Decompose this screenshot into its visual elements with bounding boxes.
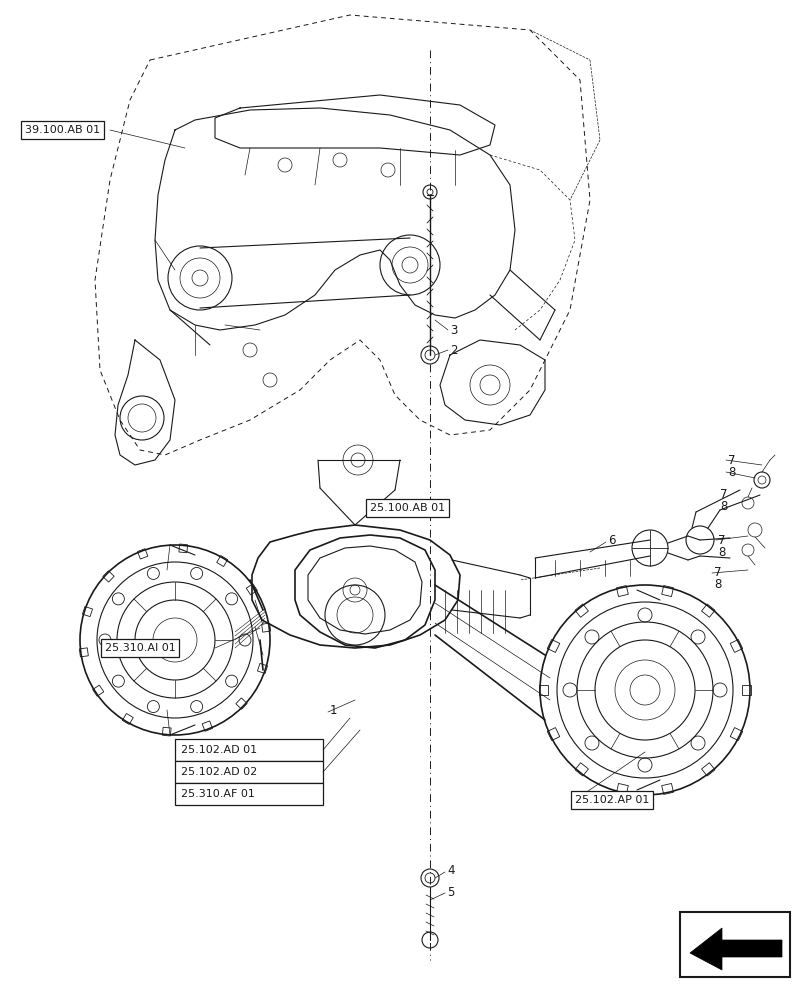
Text: 7: 7 bbox=[720, 488, 727, 502]
Text: 25.102.AP 01: 25.102.AP 01 bbox=[575, 795, 650, 805]
Text: 6: 6 bbox=[608, 534, 616, 546]
Bar bbox=[680, 912, 790, 977]
Text: 25.100.AB 01: 25.100.AB 01 bbox=[370, 503, 445, 513]
Text: 25.310.AI 01: 25.310.AI 01 bbox=[105, 643, 176, 653]
Text: 7: 7 bbox=[728, 454, 735, 466]
Text: 8: 8 bbox=[720, 500, 727, 514]
Text: 25.102.AD 02: 25.102.AD 02 bbox=[181, 767, 257, 777]
Text: 4: 4 bbox=[447, 863, 454, 876]
Text: 5: 5 bbox=[447, 886, 454, 898]
Text: 25.102.AD 01: 25.102.AD 01 bbox=[181, 745, 257, 755]
Text: 8: 8 bbox=[718, 546, 726, 558]
Text: 3: 3 bbox=[450, 324, 457, 336]
Text: 1: 1 bbox=[330, 704, 338, 716]
Text: 39.100.AB 01: 39.100.AB 01 bbox=[25, 125, 100, 135]
Text: 7: 7 bbox=[718, 534, 726, 546]
Polygon shape bbox=[690, 928, 782, 970]
Bar bbox=[175, 739, 323, 761]
Text: 8: 8 bbox=[714, 578, 722, 590]
Text: 8: 8 bbox=[728, 466, 735, 479]
Text: 2: 2 bbox=[450, 344, 457, 357]
Text: 7: 7 bbox=[714, 566, 722, 578]
Bar bbox=[175, 783, 323, 805]
Text: 25.310.AF 01: 25.310.AF 01 bbox=[181, 789, 255, 799]
Bar bbox=[175, 761, 323, 783]
